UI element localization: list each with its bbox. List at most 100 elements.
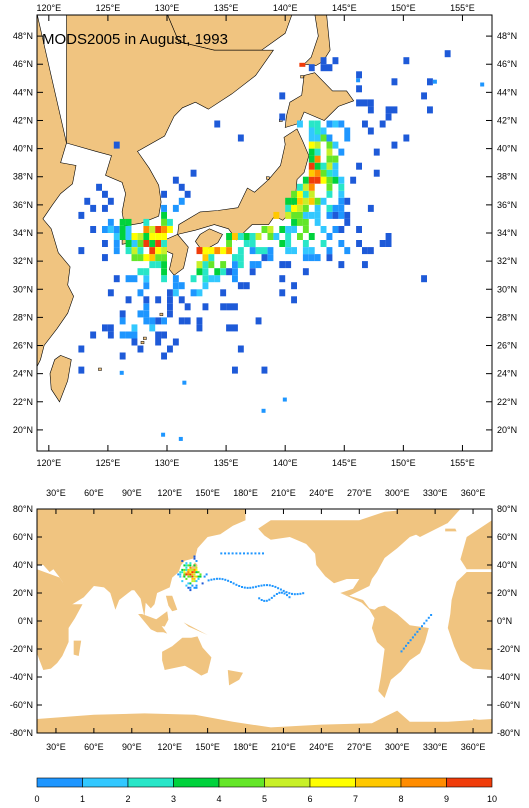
observation-cell (143, 240, 150, 247)
observation-cell (326, 162, 333, 170)
observation-cell (282, 589, 285, 592)
observation-cell (332, 120, 339, 128)
observation-cell (308, 247, 315, 255)
observation-cell (332, 141, 339, 149)
observation-cell (379, 120, 386, 128)
observation-cell (308, 155, 315, 163)
observation-cell (125, 240, 132, 247)
observation-cell (308, 127, 315, 135)
observation-cell (356, 85, 362, 93)
observation-cell (125, 233, 132, 240)
observation-cell (195, 575, 198, 578)
observation-cell (480, 82, 485, 87)
observation-cell (167, 310, 173, 318)
observation-cell (137, 233, 144, 240)
observation-cell (113, 275, 120, 283)
observation-cell (193, 557, 196, 560)
observation-cell (155, 296, 162, 304)
observation-cell (367, 106, 374, 114)
observation-cell (226, 324, 232, 332)
observation-cell (167, 303, 173, 311)
observation-cell (338, 204, 345, 212)
observation-cell (102, 240, 108, 247)
observation-cell (403, 57, 410, 65)
observation-cell (238, 585, 241, 587)
global-map-lon-labels-bottom: 30°E 60°E 90°E 120°E 150°E 180°E 210°E 240°E 270… (46, 742, 485, 752)
observation-cell (302, 592, 305, 595)
regional-map-panel: 120°E 125°E 130°E 135°E 140°E 145°E 150°E 155°E… (13, 3, 517, 468)
observation-cell (177, 573, 180, 576)
observation-cell (102, 226, 108, 233)
observation-cell (302, 226, 309, 233)
observation-cell (258, 597, 261, 600)
observation-cell (155, 254, 162, 262)
observation-cell (344, 127, 351, 135)
observation-cell (344, 197, 351, 205)
land-iceland (445, 528, 457, 532)
observation-cell (191, 568, 194, 571)
observation-cell (214, 247, 221, 255)
observation-cell (427, 616, 430, 619)
observation-cell (279, 226, 286, 233)
lon-label: 360°E (461, 742, 486, 752)
observation-cell (421, 625, 423, 628)
observation-cell (280, 591, 283, 594)
observation-cell (261, 226, 268, 233)
observation-cell (258, 552, 261, 555)
observation-cell (326, 134, 333, 142)
observation-cell (196, 261, 203, 269)
lat-label: 32°N (497, 256, 517, 266)
observation-cell (379, 240, 386, 247)
observation-cell (291, 282, 297, 290)
observation-cell (297, 233, 303, 240)
lat-label: 40°N (497, 560, 517, 570)
land-africa-wrap (447, 572, 492, 670)
colorbar-swatch (264, 777, 311, 788)
observation-cell (332, 155, 339, 163)
lat-label: 48°N (13, 31, 33, 41)
observation-cell (297, 204, 303, 212)
observation-cell (191, 571, 194, 574)
observation-cell (125, 218, 132, 226)
observation-cell (78, 247, 85, 255)
observation-cell (350, 176, 357, 184)
observation-cell (407, 642, 410, 644)
observation-cell (119, 233, 126, 240)
observation-cell (161, 247, 167, 255)
observation-cell (338, 120, 345, 128)
lat-label: 40°N (497, 144, 517, 154)
observation-cell (179, 573, 182, 576)
observation-cell (288, 592, 291, 595)
observation-cell (102, 254, 108, 262)
lat-label: 28°N (497, 312, 517, 322)
lat-label: 0°N (18, 616, 33, 626)
global-map-landmass (37, 509, 492, 733)
observation-cell (385, 113, 392, 121)
observation-cell (250, 552, 253, 555)
observation-cell (131, 254, 138, 262)
global-map-observation-cells (177, 552, 433, 653)
regional-map-observation-cells (78, 50, 485, 441)
observation-cell (183, 575, 186, 578)
observation-cell (308, 254, 315, 262)
observation-cell (255, 317, 262, 325)
observation-cell (405, 644, 407, 647)
observation-cell (326, 190, 333, 198)
lon-label: 270°E (347, 488, 372, 498)
lon-label: 360°E (461, 488, 486, 498)
observation-cell (161, 211, 167, 219)
observation-cell (224, 578, 227, 581)
observation-cell (421, 275, 427, 283)
lat-label: -20°N (10, 644, 33, 654)
observation-cell (143, 218, 150, 226)
observation-cell (184, 190, 191, 198)
observation-cell (172, 289, 179, 297)
observation-cell (356, 78, 361, 83)
observation-cell (314, 134, 321, 142)
observation-cell (119, 310, 126, 318)
observation-cell (332, 169, 339, 177)
lat-label: 28°N (13, 312, 33, 322)
observation-cell (297, 197, 303, 205)
lat-label: 44°N (13, 87, 33, 97)
observation-cell (208, 261, 215, 269)
